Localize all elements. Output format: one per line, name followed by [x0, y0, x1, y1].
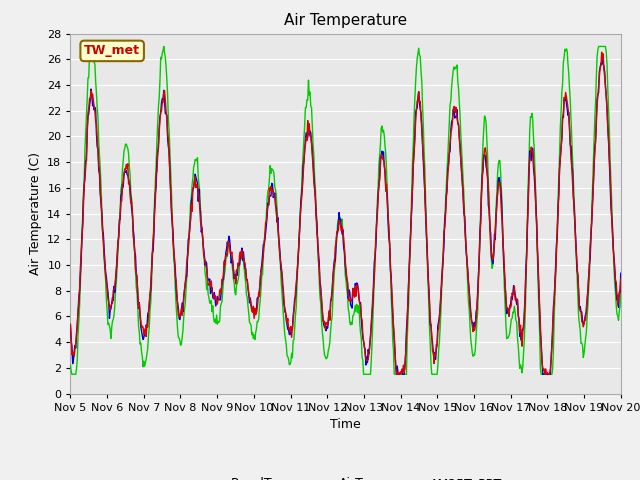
Legend: PanelT, AirT, AM25T_PRT: PanelT, AirT, AM25T_PRT	[184, 472, 507, 480]
Text: TW_met: TW_met	[84, 44, 140, 58]
X-axis label: Time: Time	[330, 418, 361, 431]
Y-axis label: Air Temperature (C): Air Temperature (C)	[29, 152, 42, 275]
Title: Air Temperature: Air Temperature	[284, 13, 407, 28]
